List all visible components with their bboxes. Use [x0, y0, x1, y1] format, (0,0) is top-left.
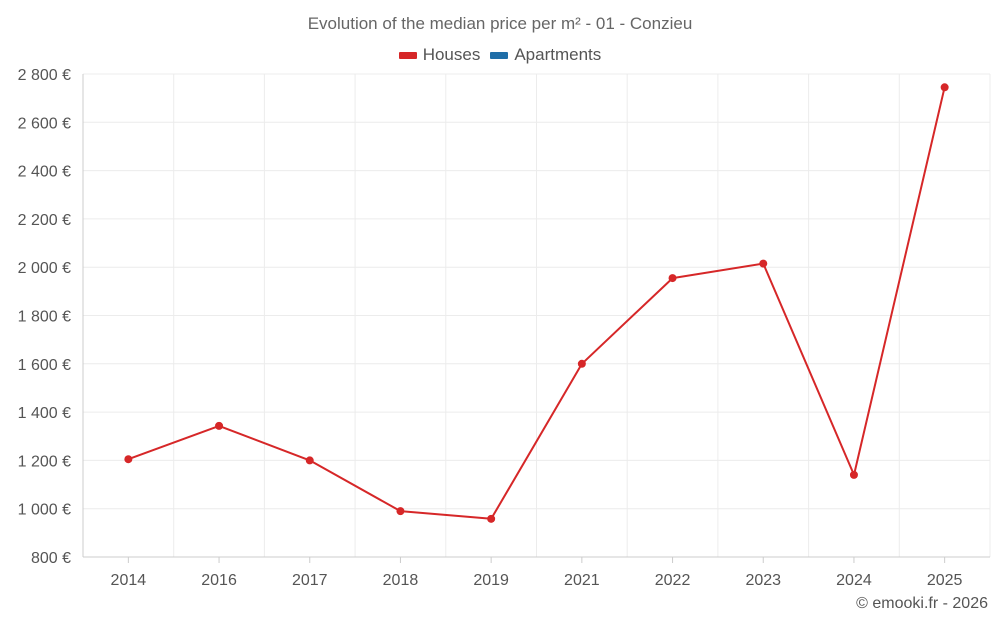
- y-tick-label: 2 800 €: [18, 67, 71, 84]
- data-point: [124, 455, 133, 464]
- x-tick-label: 2022: [655, 572, 691, 589]
- x-tick-label: 2017: [292, 572, 328, 589]
- x-tick-label: 2016: [201, 572, 237, 589]
- data-point: [759, 259, 768, 268]
- y-tick-label: 2 000 €: [18, 260, 71, 277]
- legend-swatch-apartments: [490, 51, 509, 59]
- legend-label-houses: Houses: [422, 45, 481, 64]
- legend-item-apartments[interactable]: Apartments: [490, 45, 601, 65]
- y-tick-label: 800 €: [31, 550, 71, 567]
- y-tick-label: 1 400 €: [18, 405, 71, 422]
- x-tick-label: 2014: [111, 572, 147, 589]
- data-point: [305, 456, 314, 465]
- credit-text: © emooki.fr - 2026: [856, 595, 988, 612]
- data-point: [215, 421, 224, 430]
- legend-item-houses[interactable]: Houses: [398, 45, 481, 65]
- y-tick-label: 2 200 €: [18, 212, 71, 229]
- x-tick-label: 2018: [383, 572, 419, 589]
- data-point: [668, 274, 677, 283]
- x-tick-label: 2019: [473, 572, 509, 589]
- y-tick-label: 2 600 €: [18, 115, 71, 132]
- y-tick-label: 2 400 €: [18, 164, 71, 181]
- x-tick-label: 2024: [836, 572, 872, 589]
- data-point: [396, 507, 405, 516]
- x-tick-label: 2025: [927, 572, 963, 589]
- y-tick-label: 1 200 €: [18, 453, 71, 470]
- y-tick-label: 1 600 €: [18, 357, 71, 374]
- data-point: [849, 470, 858, 479]
- y-tick-label: 1 000 €: [18, 502, 71, 519]
- legend-swatch-houses: [398, 51, 417, 59]
- x-tick-label: 2021: [564, 572, 600, 589]
- data-point: [577, 359, 586, 368]
- series-line-houses: [127, 87, 946, 520]
- legend-label-apartments: Apartments: [514, 45, 602, 64]
- data-point: [940, 83, 949, 92]
- chart-legend: Houses Apartments: [0, 45, 1000, 65]
- x-tick-label: 2023: [745, 572, 781, 589]
- y-tick-label: 1 800 €: [18, 309, 71, 326]
- data-point: [487, 514, 496, 523]
- chart-title: Evolution of the median price per m² - 0…: [307, 14, 693, 33]
